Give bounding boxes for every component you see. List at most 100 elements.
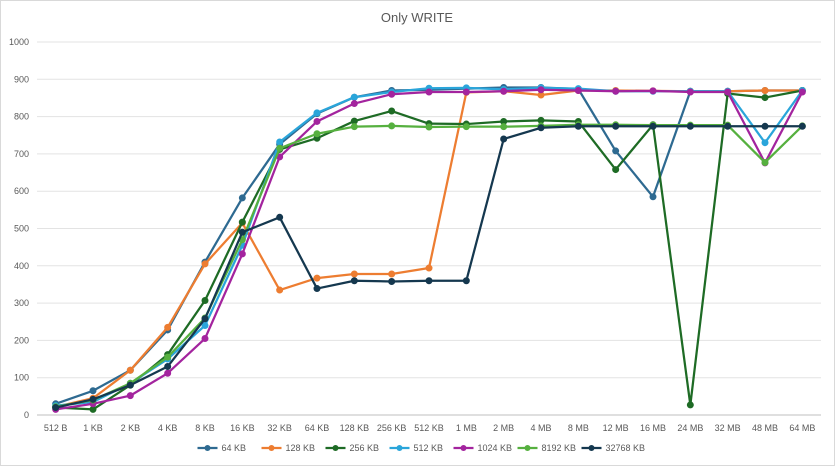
- data-point: [612, 147, 620, 155]
- data-point: [612, 166, 620, 174]
- data-point: [350, 277, 358, 285]
- legend-item: 128 KB: [261, 443, 316, 453]
- y-tick-label: 100: [14, 373, 29, 383]
- x-tick-label: 32 KB: [267, 423, 292, 433]
- x-tick-label: 1 MB: [456, 423, 477, 433]
- data-point: [238, 250, 246, 258]
- data-point: [276, 138, 284, 146]
- data-point: [612, 122, 620, 130]
- data-point: [164, 353, 172, 361]
- x-tick-label: 8 MB: [568, 423, 589, 433]
- legend-item: 256 KB: [325, 443, 380, 453]
- data-point: [649, 87, 657, 95]
- data-point: [574, 122, 582, 130]
- data-point: [313, 130, 321, 138]
- x-tick-label: 8 KB: [195, 423, 215, 433]
- x-tick-label: 24 MB: [677, 423, 703, 433]
- x-tick-label: 512 B: [44, 423, 68, 433]
- data-point: [686, 88, 694, 96]
- legend-label: 8192 KB: [542, 443, 577, 453]
- data-point: [350, 100, 358, 108]
- data-point: [313, 285, 321, 293]
- legend-label: 32768 KB: [606, 443, 646, 453]
- legend-label: 256 KB: [350, 443, 380, 453]
- legend-swatch-marker: [268, 445, 275, 451]
- data-point: [89, 387, 97, 395]
- data-point: [686, 122, 694, 130]
- x-tick-label: 512 KB: [414, 423, 444, 433]
- data-point: [612, 87, 620, 95]
- legend-label: 128 KB: [286, 443, 316, 453]
- data-point: [313, 117, 321, 125]
- series-group: [52, 86, 806, 413]
- data-point: [761, 158, 769, 166]
- data-point: [276, 213, 284, 221]
- x-tick-label: 64 KB: [305, 423, 330, 433]
- data-point: [126, 366, 134, 374]
- data-point: [388, 277, 396, 285]
- data-point: [500, 135, 508, 143]
- data-point: [238, 218, 246, 226]
- data-point: [350, 93, 358, 101]
- data-point: [126, 381, 134, 389]
- y-tick-label: 300: [14, 298, 29, 308]
- legend-swatch-marker: [588, 445, 595, 451]
- data-point: [126, 392, 134, 400]
- y-tick-label: 700: [14, 149, 29, 159]
- legend-swatch-marker: [460, 445, 467, 451]
- data-point: [350, 270, 358, 278]
- series-group: [52, 84, 806, 410]
- data-point: [238, 228, 246, 236]
- legend-swatch-marker: [204, 445, 211, 451]
- data-point: [761, 122, 769, 130]
- data-point: [425, 88, 433, 96]
- data-point: [276, 286, 284, 294]
- x-tick-label: 32 MB: [715, 423, 741, 433]
- y-tick-label: 200: [14, 335, 29, 345]
- data-point: [276, 144, 284, 152]
- legend-item: 1024 KB: [453, 443, 512, 453]
- data-point: [201, 260, 209, 268]
- data-point: [462, 277, 470, 285]
- data-point: [164, 363, 172, 371]
- grid-layer: [37, 41, 821, 416]
- data-point: [761, 86, 769, 94]
- data-point: [724, 88, 732, 96]
- data-point: [649, 193, 657, 201]
- x-tick-label: 256 KB: [377, 423, 407, 433]
- y-tick-label: 900: [14, 74, 29, 84]
- y-tick-label: 500: [14, 224, 29, 234]
- data-point: [798, 122, 806, 130]
- x-tick-label: 64 MB: [789, 423, 815, 433]
- data-point: [388, 122, 396, 130]
- data-point: [761, 94, 769, 102]
- series-group: [52, 122, 806, 412]
- legend-swatch-marker: [332, 445, 339, 451]
- x-tick-label: 2 KB: [121, 423, 141, 433]
- data-point: [724, 122, 732, 130]
- data-point: [164, 323, 172, 331]
- data-point: [537, 86, 545, 94]
- data-point: [52, 404, 60, 412]
- legend-item: 8192 KB: [517, 443, 577, 453]
- x-tick-label: 12 MB: [603, 423, 629, 433]
- data-point: [537, 124, 545, 132]
- data-point: [201, 296, 209, 304]
- x-tick-label: 16 KB: [230, 423, 255, 433]
- x-tick-label: 2 MB: [493, 423, 514, 433]
- y-tick-label: 1000: [9, 37, 29, 47]
- legend-label: 512 KB: [414, 443, 444, 453]
- series-layer: [52, 84, 806, 413]
- data-point: [649, 122, 657, 130]
- y-tick-label: 600: [14, 186, 29, 196]
- legend-item: 32768 KB: [581, 443, 646, 453]
- data-point: [686, 401, 694, 409]
- data-point: [201, 335, 209, 343]
- data-point: [238, 194, 246, 202]
- data-point: [164, 369, 172, 377]
- chart-title: Only WRITE: [381, 10, 454, 25]
- data-point: [313, 109, 321, 117]
- data-point: [388, 90, 396, 98]
